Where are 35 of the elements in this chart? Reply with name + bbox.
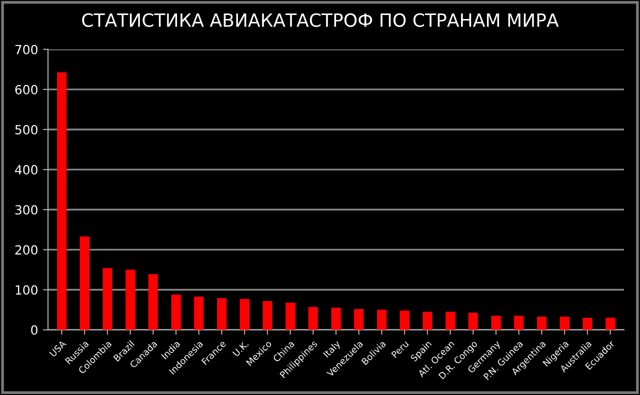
y-tick-label: 600 xyxy=(15,84,38,94)
bar xyxy=(422,312,432,330)
bar xyxy=(376,310,387,330)
bar xyxy=(194,296,204,330)
bar xyxy=(171,294,181,330)
bar xyxy=(354,308,364,330)
y-tick-label: 400 xyxy=(15,165,38,174)
bar xyxy=(102,268,112,330)
bar xyxy=(582,318,592,330)
bar xyxy=(80,236,90,330)
bar xyxy=(240,298,250,330)
bar xyxy=(445,312,456,330)
bar xyxy=(536,316,547,330)
bar xyxy=(491,316,501,330)
bar xyxy=(216,298,227,330)
bar xyxy=(400,310,410,330)
bar xyxy=(148,274,158,330)
bar xyxy=(262,300,272,330)
y-tick-label: 0 xyxy=(31,325,38,335)
bar xyxy=(605,318,616,330)
bar xyxy=(468,312,478,330)
bar xyxy=(125,270,136,330)
y-tick-label: 200 xyxy=(15,245,38,255)
y-tick-label: 300 xyxy=(15,205,38,215)
bar xyxy=(514,316,524,330)
y-tick-label: 700 xyxy=(15,44,38,54)
chart-title: СТАТИСТИКА АВИАКАТАСТРОФ ПО СТРАНАМ МИРА xyxy=(82,13,559,27)
y-tick-label: 100 xyxy=(16,285,38,295)
bar xyxy=(560,316,570,330)
bar xyxy=(331,308,341,330)
y-tick-label: 500 xyxy=(15,124,38,134)
bar xyxy=(308,306,318,330)
x-tick-label: USA xyxy=(49,340,67,358)
bar xyxy=(56,72,67,330)
bar xyxy=(285,302,296,330)
